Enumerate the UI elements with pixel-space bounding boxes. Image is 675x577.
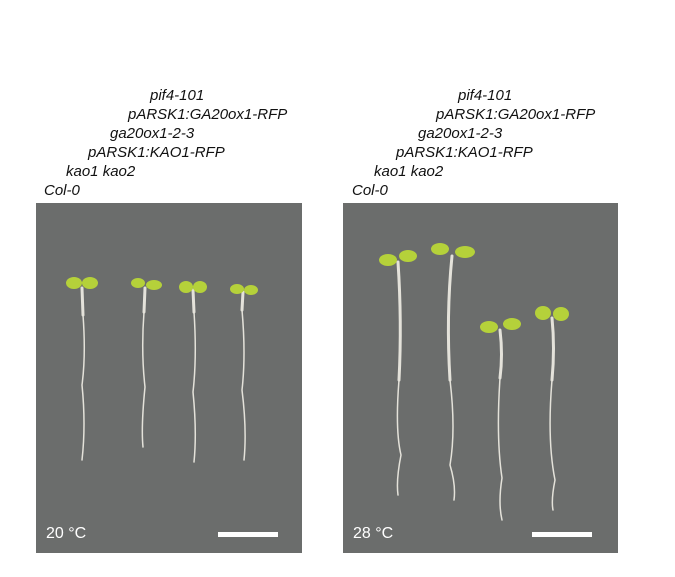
genotype-label: pARSK1:KAO1-RFP <box>396 144 533 161</box>
genotype-label: pARSK1:GA20ox1-RFP <box>128 106 288 123</box>
genotype-label: Col-0 <box>352 182 388 199</box>
genotype-label: Col-0 <box>44 182 80 199</box>
temperature-label: 20 °C <box>46 525 87 542</box>
genotype-label: ga20ox1-2-3 <box>418 125 503 142</box>
genotype-label: pARSK1:GA20ox1-RFP <box>436 106 596 123</box>
scale-bar <box>532 532 592 537</box>
genotype-label: pif4-101 <box>150 87 205 104</box>
scale-bar <box>218 532 278 537</box>
genotype-label: kao1 kao2 <box>374 163 444 180</box>
genotype-label: ga20ox1-2-3 <box>110 125 195 142</box>
seedling-photo-20c: 20 °C <box>36 203 302 553</box>
genotype-label: pif4-101 <box>458 87 513 104</box>
genotype-label: pARSK1:KAO1-RFP <box>88 144 225 161</box>
genotype-label: kao1 kao2 <box>66 163 136 180</box>
temperature-label: 28 °C <box>353 525 394 542</box>
